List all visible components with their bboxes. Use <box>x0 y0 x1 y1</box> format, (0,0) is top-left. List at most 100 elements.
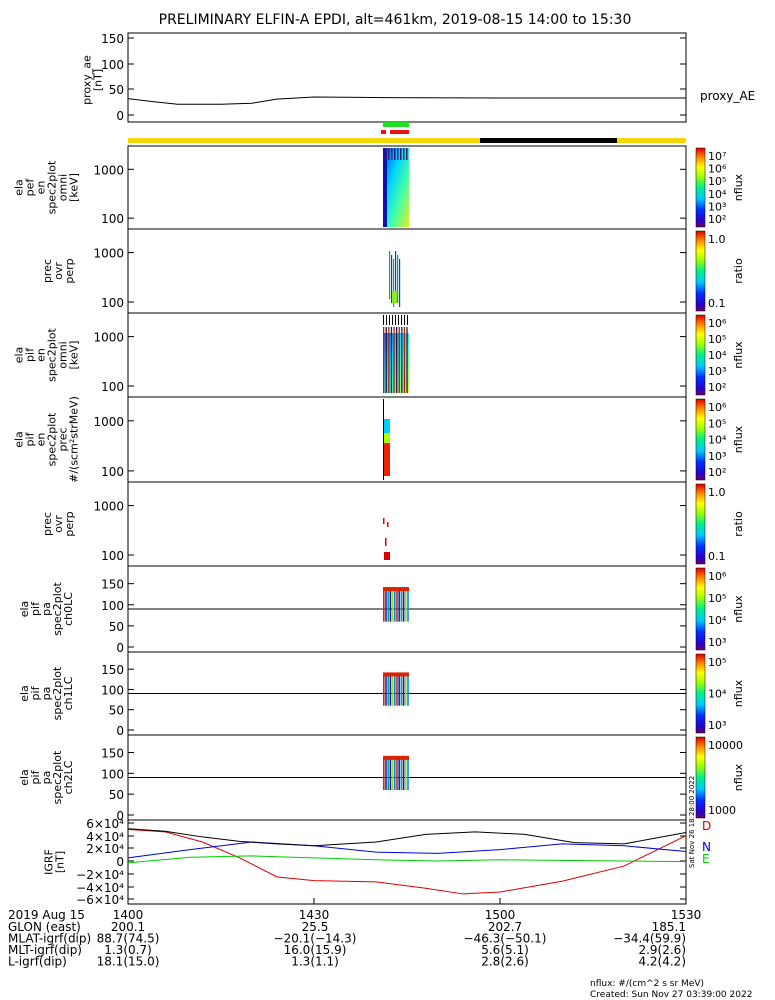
figure-title: PRELIMINARY ELFIN-A EPDI, alt=461km, 201… <box>159 12 632 28</box>
prec_perp1-streak <box>395 251 397 299</box>
pa_ch2-streak <box>398 756 400 790</box>
x-date-label: 2019 Aug 15 <box>8 908 85 922</box>
prec_perp1-streak <box>393 259 395 307</box>
pa_ch1-tick-label: 50 <box>109 704 124 718</box>
pa_ch1-tick-label: 100 <box>101 683 124 697</box>
pa_ch0-streak <box>391 587 394 622</box>
prec_perp1-cbar-tick: 0.1 <box>708 297 726 310</box>
pef_omni-cbar-tick: 10⁴ <box>708 188 727 201</box>
pa_ch1-streak <box>385 673 387 706</box>
orbit-table-value: 202.7 <box>488 920 522 934</box>
pif_omni-streak <box>385 327 387 393</box>
pif_omni-tick-streak <box>386 315 387 325</box>
pa_ch2-top-band <box>383 755 409 760</box>
pa_ch1-ylabel-line: pif <box>29 685 42 700</box>
ae-frame <box>127 32 687 123</box>
igrf-legend-d: D <box>702 819 711 833</box>
pif_omni-streak <box>398 327 400 393</box>
pif_omni-cbar-label: nflux <box>732 341 745 369</box>
pif_omni-tick-label: 1000 <box>93 331 124 345</box>
x-axis-labels: 1400 1430 1500 1530 2019 Aug 15 <box>8 898 701 922</box>
prec_perp2-cbar-tick: 1.0 <box>708 486 726 499</box>
pa_ch0-streak <box>402 587 405 622</box>
pef_omni-ylabel-line: ela <box>13 179 26 196</box>
pa_ch1-cbar-label: nflux <box>732 679 745 707</box>
pa_ch2-streak <box>389 756 392 790</box>
pa_ch2-ylabel-line: spec2plot <box>51 750 64 804</box>
pa_ch1-streak <box>391 673 394 706</box>
pif_omni-tick-streak <box>383 315 384 325</box>
flag-green <box>383 122 409 127</box>
pa_ch0-ylabel-line: pa <box>40 602 53 616</box>
pif_omni-streak <box>403 327 406 393</box>
pif_prec-ylabel-line: spec2plot <box>46 412 59 466</box>
pef_omni-streak <box>406 148 408 160</box>
igrf-tick-label: 2×10⁴ <box>86 842 124 856</box>
pef_omni-ylabel-line: omni <box>57 174 70 201</box>
orbit-table-value: −46.3(−50.1) <box>464 932 547 946</box>
pif_omni-tick-label: 100 <box>101 380 124 394</box>
pif_prec-spectrum <box>383 419 390 476</box>
pa_ch1-streak <box>398 673 400 706</box>
pa_ch0-tick-label: 50 <box>109 620 124 634</box>
pa_ch1-top-band <box>383 672 409 677</box>
prec_perp2-tick-label: 1000 <box>93 500 124 514</box>
pef_omni-streak <box>388 148 390 160</box>
prec_perp1-streak <box>399 259 401 307</box>
pif_omni-ylabel-line: spec2plot <box>46 328 59 382</box>
prec_perp2-dot <box>385 538 387 546</box>
pa_ch0-ylabel-line: ela <box>18 601 31 618</box>
pa_ch0-streak <box>400 587 403 622</box>
pa_ch1-cbar-tick: 10³ <box>708 719 726 732</box>
prec_perp1-colorbar <box>695 230 706 312</box>
igrf-tick-label: 6×10⁴ <box>86 817 124 831</box>
pa_ch0-tick-label: 0 <box>116 641 124 655</box>
orbit-table-label: L-igrf(dip) <box>8 955 67 969</box>
flag-red-a <box>381 130 386 134</box>
prec_perp2-colorbar <box>695 483 706 565</box>
pef_omni-cbar-tick: 10⁶ <box>708 163 727 176</box>
pif_omni-tick-streak <box>392 315 393 325</box>
pif_omni-cbar-tick: 10⁶ <box>708 317 727 330</box>
orbit-table-value: 4.2(4.2) <box>638 955 686 969</box>
pa_ch1-cbar-tick: 10⁵ <box>708 656 726 669</box>
pa_ch0-streak <box>396 587 398 622</box>
pa_ch0-cbar-label: nflux <box>732 595 745 623</box>
orbit-table-value: −34.4(59.9) <box>613 932 686 946</box>
panels: 150100500proxy_ae[nT]proxy_AE1000100elap… <box>13 32 756 907</box>
prec_perp2-dot <box>387 522 389 527</box>
pa_ch1-streak <box>396 673 398 706</box>
pif_omni-streak <box>401 327 403 393</box>
pa_ch1-tick-label: 150 <box>101 663 124 677</box>
igrf-tick-label: −4×10⁴ <box>76 881 124 895</box>
x-tick-label: 1500 <box>485 908 516 922</box>
igrf-legend-n: N <box>702 840 711 854</box>
footer-created: Created: Sun Nov 27 03:39:00 2022 <box>590 990 752 1000</box>
pa_ch0-streak <box>385 587 387 622</box>
pif_omni-tick-streak <box>398 315 399 325</box>
pa_ch0-tick-label: 100 <box>101 599 124 613</box>
pif_omni-cbar-tick: 10² <box>708 381 726 394</box>
orbit-table-value: 185.1 <box>652 920 686 934</box>
pa_ch1-ylabel-line: ch1LC <box>62 676 75 710</box>
pa_ch1-cbar-tick: 10⁴ <box>708 688 727 701</box>
igrf-tick-label: −2×10⁴ <box>76 868 124 882</box>
pif_prec-cbar-tick: 10⁶ <box>708 401 727 414</box>
prec_perp1-cbar-label: ratio <box>732 258 745 284</box>
pef_omni-spectrum <box>383 148 409 227</box>
pa_ch2-streak <box>385 756 387 790</box>
x-tick-label: 1430 <box>299 908 330 922</box>
pa_ch2-cbar-tick: 1000 <box>708 804 736 817</box>
pef_omni-ylabel-line: spec2plot <box>46 160 59 214</box>
pif_omni-tick-streak <box>389 315 390 325</box>
pef_omni-cbar-label: nflux <box>732 173 745 201</box>
prec_perp1-frame <box>127 228 687 314</box>
ae-tick-label: 0 <box>116 109 124 123</box>
pa_ch0-ylabel-line: pif <box>29 601 42 616</box>
prec_perp2-cbar-label: ratio <box>732 511 745 537</box>
pa_ch0-streak <box>394 587 396 622</box>
pif_prec-tick-label: 1000 <box>93 415 124 429</box>
pa_ch0-streak <box>383 587 385 622</box>
